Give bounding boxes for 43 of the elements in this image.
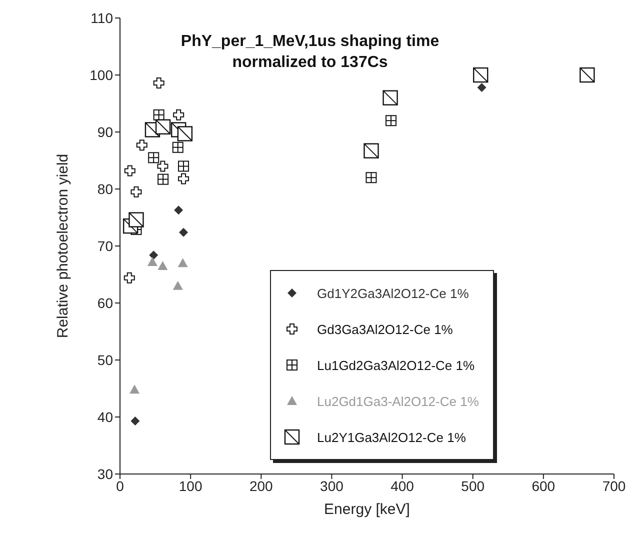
y-axis-title: Relative photoelectron yield bbox=[54, 154, 72, 338]
point bbox=[157, 160, 168, 172]
point bbox=[178, 258, 188, 268]
y-tick-label: 60 bbox=[97, 294, 114, 311]
point bbox=[136, 140, 148, 151]
y-tick-label: 70 bbox=[97, 238, 114, 254]
y-tick-label: 30 bbox=[97, 466, 114, 482]
legend-label: Lu1Gd2Ga3Al2O12-Ce 1% bbox=[317, 358, 475, 372]
text: PhY_per_1_MeV,1us shaping time normalized to 137Cs bbox=[180, 33, 440, 71]
point bbox=[130, 384, 140, 394]
x-tick-label: 700 bbox=[602, 478, 626, 494]
x-tick-label: 100 bbox=[178, 478, 202, 494]
point bbox=[149, 250, 158, 260]
point bbox=[174, 206, 184, 215]
legend-label: Lu2Y1Ga3Al2O12-Ce 1% bbox=[317, 430, 466, 444]
y-tick-label: 90 bbox=[97, 124, 114, 140]
point bbox=[147, 256, 158, 266]
point bbox=[153, 77, 164, 88]
y-tick-label: 40 bbox=[97, 408, 114, 425]
legend-label: Gd3Ga3Al2O12-Ce 1% bbox=[317, 322, 453, 336]
legend-label: Lu2Gd1Ga3-Al2O12-Ce 1% bbox=[317, 394, 479, 408]
y-tick-label: 50 bbox=[97, 352, 114, 368]
x-axis-title: Energy [keV] bbox=[324, 501, 410, 518]
point bbox=[124, 272, 135, 284]
legend-label: Gd1Y2Ga3Al2O12-Ce 1% bbox=[317, 286, 469, 300]
point bbox=[130, 186, 142, 198]
point bbox=[130, 416, 140, 426]
x-tick-label: 500 bbox=[461, 478, 485, 494]
x-tick-label: 300 bbox=[320, 478, 344, 494]
x-tick-label: 600 bbox=[532, 478, 556, 494]
y-tick-label: 80 bbox=[97, 180, 114, 197]
x-tick-label: 200 bbox=[249, 478, 274, 494]
point bbox=[173, 109, 184, 120]
point bbox=[179, 228, 188, 237]
point bbox=[124, 165, 136, 176]
point bbox=[158, 260, 168, 270]
point bbox=[178, 173, 190, 184]
y-tick-label: 100 bbox=[90, 66, 114, 83]
point bbox=[477, 83, 486, 92]
x-tick-label: 400 bbox=[390, 478, 414, 494]
point bbox=[172, 280, 183, 290]
y-tick-label: 110 bbox=[90, 10, 114, 26]
x-tick-label: 0 bbox=[116, 478, 124, 494]
